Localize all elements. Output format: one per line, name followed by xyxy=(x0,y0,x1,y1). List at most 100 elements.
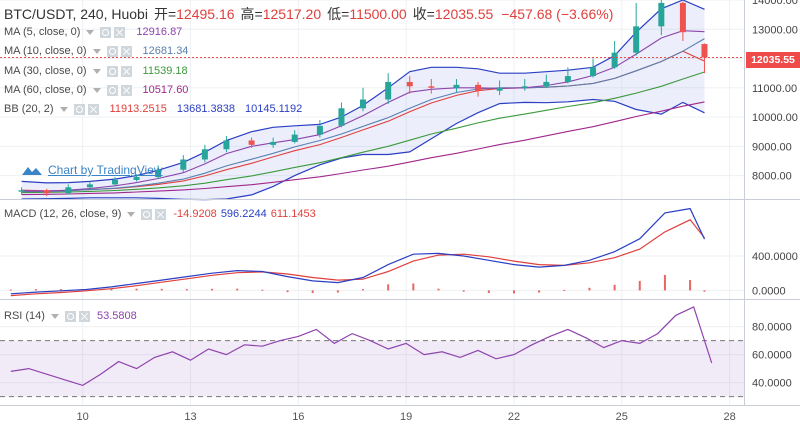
candle-body[interactable] xyxy=(65,187,72,194)
candle-body[interactable] xyxy=(521,86,528,88)
indicator-dropdown-icon[interactable] xyxy=(86,29,95,35)
price-pane[interactable] xyxy=(0,0,744,201)
candle-body[interactable] xyxy=(291,134,298,142)
candle-body[interactable] xyxy=(475,84,482,91)
macd-histogram-bar[interactable] xyxy=(412,283,415,291)
rsi-line[interactable] xyxy=(10,306,713,387)
indicator-remove-icon[interactable] xyxy=(87,103,99,115)
symbol-title[interactable]: BTC/USDT, 240, Huobi xyxy=(4,6,148,22)
macd-histogram-bar[interactable] xyxy=(311,290,314,293)
macd-dropdown-icon[interactable] xyxy=(127,211,136,217)
candle-body[interactable] xyxy=(564,76,571,82)
macd-signal-line[interactable] xyxy=(10,219,705,297)
macd-histogram-bar[interactable] xyxy=(563,289,566,291)
macd-histogram-bar[interactable] xyxy=(638,280,641,291)
indicator-remove-icon[interactable] xyxy=(120,65,132,77)
macd-line[interactable] xyxy=(10,207,706,295)
indicator-legend[interactable]: MA (5, close, 0) 12916.87 xyxy=(4,26,182,38)
indicator-settings-icon[interactable] xyxy=(106,45,118,57)
macd-histogram-bar[interactable] xyxy=(336,290,339,293)
candle-body[interactable] xyxy=(496,87,503,91)
macd-legend[interactable]: MACD (12, 26, close, 9) -14.9208 596.224… xyxy=(4,208,316,220)
candle-body[interactable] xyxy=(248,140,255,145)
macd-histogram-bar[interactable] xyxy=(703,290,706,292)
macd-histogram-bar[interactable] xyxy=(387,284,390,291)
tradingview-watermark[interactable]: Chart by TradingView xyxy=(20,163,163,177)
macd-histogram-bar[interactable] xyxy=(512,290,515,294)
indicator-settings-icon[interactable] xyxy=(106,65,118,77)
candle-body[interactable] xyxy=(18,190,25,192)
indicator-dropdown-icon[interactable] xyxy=(59,106,68,112)
candle-body[interactable] xyxy=(428,86,435,88)
macd-histogram-bar[interactable] xyxy=(160,288,163,291)
indicator-legend[interactable]: MA (60, close, 0) 10517.60 xyxy=(4,84,188,96)
candle-body[interactable] xyxy=(406,81,413,87)
rsi-dropdown-icon[interactable] xyxy=(50,313,59,319)
candle-body[interactable] xyxy=(679,2,686,33)
candle-body[interactable] xyxy=(133,177,140,180)
candle-body[interactable] xyxy=(86,184,93,188)
macd-histogram-bar[interactable] xyxy=(236,288,239,291)
rsi-pane[interactable] xyxy=(0,306,744,398)
ma30-line[interactable] xyxy=(21,71,705,194)
macd-histogram-bar[interactable] xyxy=(538,290,541,293)
indicator-remove-icon[interactable] xyxy=(120,84,132,96)
macd-histogram-bar[interactable] xyxy=(663,274,666,291)
candle-body[interactable] xyxy=(43,190,50,194)
candle-body[interactable] xyxy=(180,159,187,170)
macd-histogram-bar[interactable] xyxy=(437,288,440,291)
indicator-settings-icon[interactable] xyxy=(106,84,118,96)
indicator-legend[interactable]: MA (30, close, 0) 11539.18 xyxy=(4,65,188,77)
indicator-remove-icon[interactable] xyxy=(120,45,132,57)
indicator-dropdown-icon[interactable] xyxy=(92,87,101,93)
candle-body[interactable] xyxy=(543,81,550,87)
candle-body[interactable] xyxy=(611,52,618,68)
macd-histogram-bar[interactable] xyxy=(135,288,138,291)
candle-body[interactable] xyxy=(338,108,345,126)
macd-histogram-bar[interactable] xyxy=(588,287,591,291)
macd-histogram-bar[interactable] xyxy=(110,289,113,291)
macd-histogram-bar[interactable] xyxy=(462,290,465,292)
candle-body[interactable] xyxy=(223,140,230,150)
macd-pane[interactable] xyxy=(9,207,706,297)
macd-histogram-bar[interactable] xyxy=(9,289,12,291)
macd-histogram-bar[interactable] xyxy=(261,289,264,291)
rsi-legend[interactable]: RSI (14) 53.5808 xyxy=(4,310,137,322)
rsi-remove-icon[interactable] xyxy=(78,310,90,322)
indicator-dropdown-icon[interactable] xyxy=(92,68,101,74)
bollinger-lower-line[interactable] xyxy=(21,98,705,201)
candle-body[interactable] xyxy=(633,26,640,53)
macd-histogram-bar[interactable] xyxy=(487,290,490,293)
macd-histogram-bar[interactable] xyxy=(286,290,289,293)
ma60-line[interactable] xyxy=(21,101,705,196)
macd-histogram-bar[interactable] xyxy=(211,288,214,291)
macd-histogram-bar[interactable] xyxy=(60,289,63,291)
indicator-legend[interactable]: BB (20, 2) 11913.2515 13681.3838 10145.1192 xyxy=(4,103,302,115)
ma10-line[interactable] xyxy=(21,38,705,193)
indicator-dropdown-icon[interactable] xyxy=(92,48,101,54)
candle-body[interactable] xyxy=(590,67,597,77)
candle-body[interactable] xyxy=(155,169,162,178)
candle-body[interactable] xyxy=(701,44,708,58)
indicator-legend[interactable]: MA (10, close, 0) 12681.34 xyxy=(4,45,188,57)
indicator-settings-icon[interactable] xyxy=(73,103,85,115)
macd-histogram-bar[interactable] xyxy=(34,289,37,291)
candle-body[interactable] xyxy=(360,99,367,109)
rsi-settings-icon[interactable] xyxy=(64,310,76,322)
candle-body[interactable] xyxy=(112,179,119,185)
candle-body[interactable] xyxy=(201,149,208,160)
candle-body[interactable] xyxy=(453,84,460,88)
indicator-remove-icon[interactable] xyxy=(114,26,126,38)
macd-histogram-bar[interactable] xyxy=(362,289,365,291)
macd-remove-icon[interactable] xyxy=(155,208,167,220)
macd-histogram-bar[interactable] xyxy=(185,289,188,291)
candle-body[interactable] xyxy=(270,141,277,145)
candle-body[interactable] xyxy=(385,81,392,100)
indicator-settings-icon[interactable] xyxy=(100,26,112,38)
candle-body[interactable] xyxy=(316,125,323,135)
macd-histogram-bar[interactable] xyxy=(689,280,692,291)
macd-settings-icon[interactable] xyxy=(141,208,153,220)
macd-histogram-bar[interactable] xyxy=(613,284,616,291)
candle-body[interactable] xyxy=(658,2,665,27)
